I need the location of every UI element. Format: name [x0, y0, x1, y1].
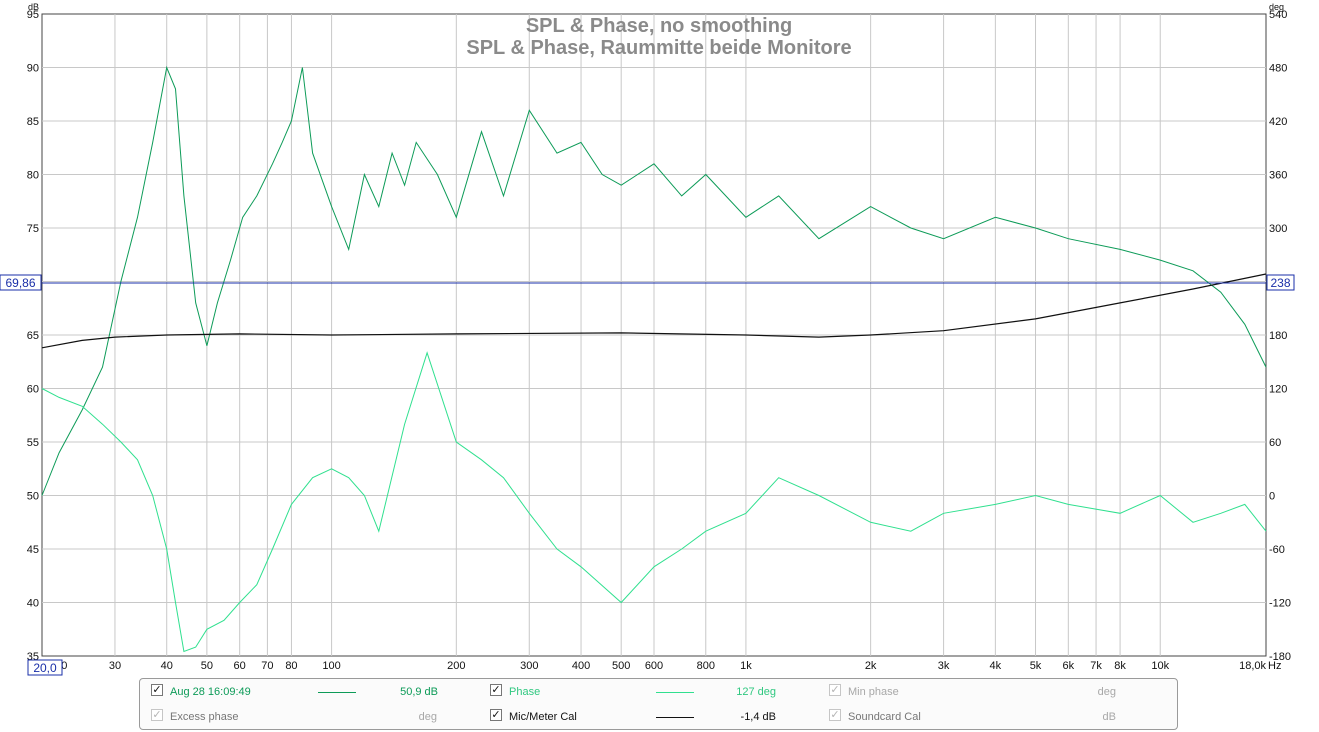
- legend-swatch-phase: [656, 692, 694, 693]
- series-line-phase: [41, 351, 1267, 653]
- x-tick-label: 80: [285, 660, 297, 672]
- legend-name-phase: Phase: [509, 686, 541, 698]
- y-right-tick-label: -60: [1269, 544, 1285, 556]
- x-tick-label: 10k: [1151, 660, 1169, 672]
- y-right-tick-label: 120: [1269, 384, 1287, 396]
- y-left-tick-label: 80: [27, 170, 39, 182]
- y-left-unit-label: dB: [28, 2, 39, 12]
- legend-name-excess-phase: Excess phase: [170, 711, 239, 723]
- y-right-tick-label: 420: [1269, 116, 1287, 128]
- x-tick-label: 6k: [1063, 660, 1075, 672]
- legend-checkbox-soundcard-cal[interactable]: ✓: [829, 709, 841, 721]
- y-left-tick-label: 55: [27, 437, 39, 449]
- x-tick-label: 100: [322, 660, 340, 672]
- y-right-tick-label: -180: [1269, 651, 1291, 663]
- x-tick-label: 2k: [865, 660, 877, 672]
- x-tick-label: 3k: [938, 660, 950, 672]
- cursor-deg-label-box: [1266, 274, 1295, 291]
- legend-checkbox-spl[interactable]: ✓: [151, 684, 163, 696]
- legend-value-phase: 127 deg: [736, 686, 776, 698]
- legend-swatch-mic-cal: [656, 717, 694, 718]
- x-tick-label: 4k: [990, 660, 1002, 672]
- y-left-tick-label: 40: [27, 598, 39, 610]
- y-right-tick-label: 360: [1269, 170, 1287, 182]
- legend-value-excess-phase: deg: [418, 711, 437, 723]
- y-right-tick-label: 480: [1269, 63, 1287, 75]
- legend-checkbox-min-phase[interactable]: ✓: [829, 684, 841, 696]
- legend-value-mic-cal: -1,4 dB: [740, 711, 776, 723]
- x-tick-label: 800: [697, 660, 715, 672]
- legend-value-spl: 50,9 dB: [400, 686, 438, 698]
- legend-panel: ✓ Aug 28 16:09:49 50,9 dB ✓ Phase 127 de…: [139, 678, 1178, 730]
- chart-subtitle: SPL & Phase, Raummitte beide Monitore: [466, 37, 851, 59]
- legend-name-mic-cal: Mic/Meter Cal: [509, 711, 577, 723]
- legend-checkbox-mic-cal[interactable]: ✓: [490, 709, 502, 721]
- x-tick-label: 18,0k: [1239, 660, 1266, 672]
- y-left-tick-label: 95: [27, 9, 39, 21]
- cursor-db-label: 69,86: [5, 276, 35, 290]
- y-right-tick-label: -120: [1269, 598, 1291, 610]
- chart-plot[interactable]: 20,03040506070801002003004005006008001k2…: [0, 0, 1319, 676]
- x-tick-label: 600: [645, 660, 663, 672]
- legend-swatch-spl: [318, 692, 356, 693]
- cursor-freq-label: 20,0: [33, 661, 57, 675]
- y-left-tick-label: 45: [27, 544, 39, 556]
- y-left-tick-label: 50: [27, 491, 39, 503]
- series-line-mic-cal: [41, 273, 1267, 349]
- y-right-tick-label: 540: [1269, 9, 1287, 21]
- legend-checkbox-phase[interactable]: ✓: [490, 684, 502, 696]
- x-tick-label: 5k: [1030, 660, 1042, 672]
- axis-layer: 20,03040506070801002003004005006008001k2…: [0, 2, 1295, 676]
- x-tick-label: 200: [447, 660, 465, 672]
- y-left-tick-label: 60: [27, 384, 39, 396]
- legend-name-spl: Aug 28 16:09:49: [170, 686, 251, 698]
- legend-name-min-phase: Min phase: [848, 686, 899, 698]
- y-right-tick-label: 60: [1269, 437, 1281, 449]
- y-left-tick-label: 85: [27, 116, 39, 128]
- x-tick-label: 30: [109, 660, 121, 672]
- legend-name-soundcard-cal: Soundcard Cal: [848, 711, 921, 723]
- x-tick-label: 500: [612, 660, 630, 672]
- x-tick-label: 40: [161, 660, 173, 672]
- y-right-unit-label: deg: [1269, 2, 1284, 12]
- x-tick-label: 70: [261, 660, 273, 672]
- x-tick-label: 8k: [1114, 660, 1126, 672]
- series-layer: [41, 65, 1267, 653]
- x-tick-label: 7k: [1090, 660, 1102, 672]
- legend-row-2: ✓ Excess phase deg ✓ Mic/Meter Cal -1,4 …: [140, 705, 1177, 729]
- y-right-tick-label: 300: [1269, 223, 1287, 235]
- legend-value-soundcard-cal: dB: [1102, 711, 1116, 723]
- y-right-tick-label: 180: [1269, 330, 1287, 342]
- cursor-db-label-box: [0, 274, 42, 291]
- cursor-freq-label-box: [27, 659, 63, 676]
- x-tick-label: 50: [201, 660, 213, 672]
- grid-layer: [42, 14, 1266, 656]
- x-tick-label: 60: [234, 660, 246, 672]
- chart-title: SPL & Phase, no smoothing: [526, 15, 792, 37]
- y-right-tick-label: 0: [1269, 491, 1275, 503]
- x-tick-label: 300: [520, 660, 538, 672]
- legend-row-1: ✓ Aug 28 16:09:49 50,9 dB ✓ Phase 127 de…: [140, 680, 1177, 704]
- y-left-tick-label: 90: [27, 63, 39, 75]
- y-left-tick-label: 65: [27, 330, 39, 342]
- x-tick-label: 400: [572, 660, 590, 672]
- legend-value-min-phase: deg: [1097, 686, 1116, 698]
- x-unit-label: Hz: [1268, 660, 1281, 672]
- legend-checkbox-excess-phase[interactable]: ✓: [151, 709, 163, 721]
- x-tick-label: 1k: [740, 660, 752, 672]
- y-left-tick-label: 75: [27, 223, 39, 235]
- series-line-spl: [41, 65, 1267, 496]
- cursor-deg-label: 238: [1270, 276, 1290, 290]
